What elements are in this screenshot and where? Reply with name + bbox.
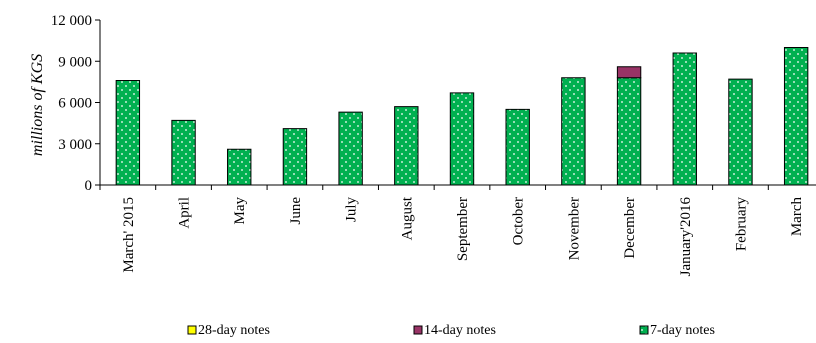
x-tick-label: August — [399, 196, 415, 240]
x-tick-label: January'2016 — [678, 197, 694, 277]
bars — [115, 47, 809, 186]
x-tick-label: November — [566, 197, 582, 260]
x-tick-label: July — [344, 197, 360, 223]
y-tick-label: 9 000 — [58, 54, 92, 70]
x-tick-label: May — [232, 197, 248, 225]
bar-7-day-notes-7 — [449, 92, 475, 186]
bar-7-day-notes-4 — [282, 128, 308, 186]
x-tick-label: March — [789, 197, 805, 237]
legend-label: 14-day notes — [424, 323, 496, 338]
legend-label: 28-day notes — [198, 323, 270, 338]
bar-7-day-notes-1 — [115, 80, 141, 186]
bar-7-day-notes-10 — [616, 77, 642, 186]
x-tick-label: February — [733, 197, 749, 252]
bar-7-day-notes-5 — [338, 111, 363, 186]
bar-7-day-notes-8 — [505, 108, 530, 186]
legend-swatch — [413, 325, 423, 335]
x-tick-label: December — [622, 197, 638, 259]
x-tick-label: October — [511, 197, 527, 245]
x-tick-label: September — [455, 197, 471, 261]
bar-7-day-notes-12 — [728, 78, 753, 186]
bar-7-day-notes-3 — [227, 148, 252, 186]
bar-7-day-notes-11 — [672, 52, 697, 186]
bar-7-day-notes-6 — [394, 106, 419, 186]
legend: 28-day notes 14-day notes 7-day notes — [187, 323, 715, 338]
legend-swatch — [187, 325, 197, 335]
x-tick-label: April — [177, 197, 193, 229]
bar-7-day-notes-2 — [171, 119, 196, 186]
legend-swatch — [639, 325, 649, 335]
bar-7-day-notes-13 — [783, 47, 809, 186]
y-axis-label: millions of KGS — [29, 54, 46, 156]
bar-14-day-notes-10 — [616, 66, 642, 79]
y-tick-label: 3 000 — [58, 137, 92, 153]
y-axis: 0 3 000 6 000 9 000 12 000 — [51, 13, 101, 194]
bar-7-day-notes-9 — [561, 77, 586, 186]
y-tick-label: 0 — [85, 178, 93, 194]
x-tick-label: March' 2015 — [121, 197, 137, 273]
x-tick-label: June — [288, 197, 304, 225]
x-axis: March' 2015 April May June July August Septemb… — [99, 184, 816, 277]
y-tick-label: 12 000 — [51, 13, 92, 29]
y-tick-label: 6 000 — [58, 96, 92, 112]
legend-label: 7-day notes — [650, 323, 715, 338]
